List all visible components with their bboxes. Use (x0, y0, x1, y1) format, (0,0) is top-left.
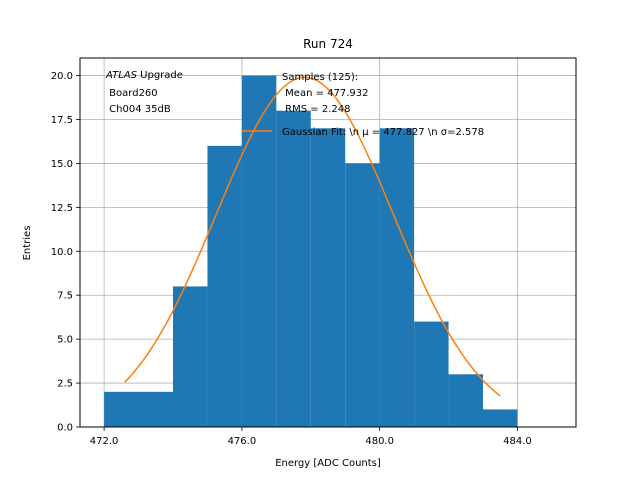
legend-entry: Gaussian Fit: \n μ = 477.827 \n σ=2.578 (282, 127, 484, 138)
y-tick-label-2: 5.0 (57, 335, 73, 346)
histogram-bar-9 (448, 374, 483, 427)
x-tick-label-0: 472.0 (90, 436, 119, 447)
y-tick-label-5: 12.5 (51, 203, 73, 214)
y-tick-label-3: 7.5 (57, 291, 73, 302)
x-tick-label-3: 484.0 (503, 436, 532, 447)
y-axis-ticks: 0.0 2.5 5.0 7.5 10.0 12.5 15.0 17.5 20.0 (51, 71, 80, 434)
histogram-bar-3 (241, 75, 277, 428)
y-tick-label-6: 15.0 (51, 159, 73, 170)
y-axis-label: Entries (22, 226, 33, 261)
histogram-bar-5 (310, 128, 346, 428)
legend: Gaussian Fit: \n μ = 477.827 \n σ=2.578 (242, 127, 484, 138)
chart-title: Run 724 (303, 37, 353, 51)
gaussian-fit-curve (124, 76, 501, 397)
histogram-bar-4 (276, 110, 311, 427)
histogram-bar-7 (379, 128, 415, 428)
info-line-1: ATLAS Upgrade (105, 70, 183, 81)
histogram-bar-10 (483, 409, 518, 427)
x-tick-label-1: 476.0 (228, 436, 257, 447)
info-line-1-rest: Upgrade (137, 70, 183, 81)
histogram-bar-8 (414, 321, 449, 427)
histogram-bars (104, 75, 518, 428)
plot-frame (79, 57, 577, 428)
y-tick-label-7: 17.5 (51, 115, 73, 126)
y-tick-label-8: 20.0 (51, 71, 73, 82)
stats-line-1: Samples (125): (282, 72, 358, 83)
stats-line-2: Mean = 477.932 (282, 88, 369, 99)
x-axis-ticks: 472.0 476.0 480.0 484.0 (90, 427, 532, 447)
stats-annotation: Samples (125): Mean = 477.932 RMS = 2.24… (282, 72, 369, 115)
info-line-3: Ch004 35dB (106, 104, 171, 115)
y-tick-label-1: 2.5 (57, 379, 73, 390)
info-line-2: Board260 (106, 88, 158, 99)
x-tick-label-2: 480.0 (365, 436, 394, 447)
x-axis-label: Energy [ADC Counts] (275, 458, 381, 469)
y-tick-label-4: 10.0 (51, 247, 73, 258)
histogram-bar-2 (207, 145, 242, 427)
info-annotation: ATLAS Upgrade Board260 Ch004 35dB (105, 70, 183, 115)
stats-line-3: RMS = 2.248 (282, 104, 350, 115)
y-tick-label-0: 0.0 (57, 423, 73, 434)
info-line-1-italic: ATLAS (105, 70, 138, 81)
histogram-bar-1 (173, 286, 208, 427)
histogram-bar-0 (104, 391, 173, 427)
gaussian-fit (124, 76, 501, 397)
histogram-bar-6 (345, 163, 380, 427)
